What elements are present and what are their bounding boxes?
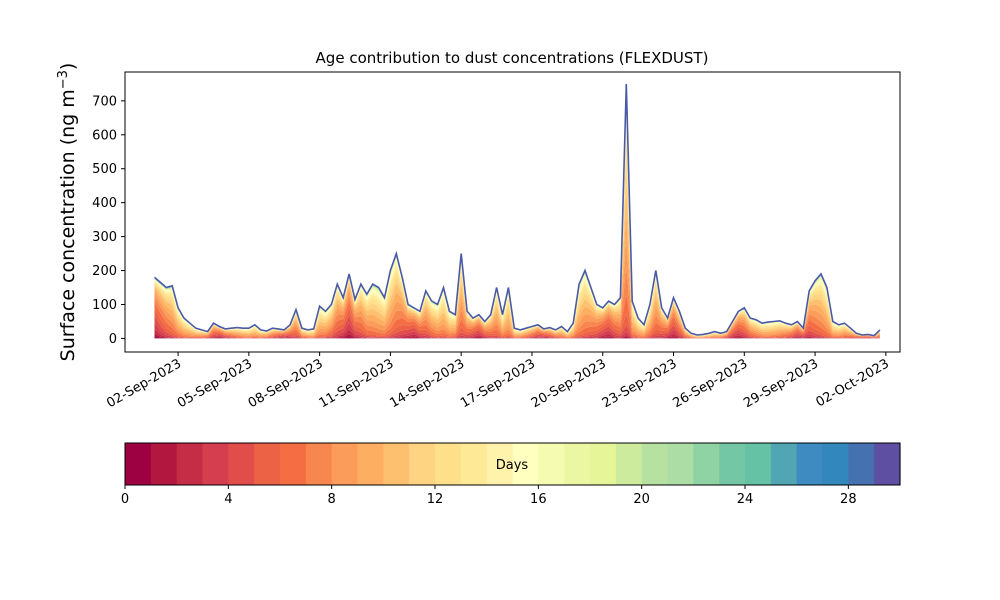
colorbar-swatch [745, 443, 772, 485]
age-band-area [154, 84, 880, 336]
colorbar-tick-label: 16 [530, 492, 547, 507]
age-band-area [154, 184, 880, 337]
x-tick-label: 05-Sep-2023 [175, 356, 255, 411]
y-tick-label: 300 [92, 230, 117, 245]
age-band-area [154, 89, 880, 336]
colorbar-swatch [615, 443, 643, 485]
colorbar-swatch [667, 443, 694, 485]
y-tick-label: 700 [92, 94, 117, 109]
x-tick-label: 29-Sep-2023 [741, 356, 821, 411]
age-band-area [154, 333, 880, 339]
x-tick-label: 08-Sep-2023 [246, 356, 326, 411]
colorbar-swatch [305, 443, 333, 485]
y-tick-label: 100 [92, 298, 117, 313]
colorbar-tick-label: 28 [840, 492, 857, 507]
age-band-area [154, 142, 880, 337]
age-band-area [154, 97, 880, 336]
colorbar-swatch [202, 443, 229, 485]
age-band-area [154, 95, 880, 336]
age-band-area [154, 293, 880, 339]
age-band-area [154, 238, 880, 338]
colorbar-tick-label: 12 [427, 492, 444, 507]
x-tick-label: 20-Sep-2023 [529, 356, 609, 411]
age-band-area [154, 210, 880, 338]
y-tick-label: 0 [109, 332, 117, 347]
colorbar-swatch [228, 443, 255, 485]
colorbar-swatch [254, 443, 281, 485]
colorbar-swatch [486, 443, 514, 485]
age-band-area [154, 85, 880, 336]
colorbar-tick-label: 4 [224, 492, 232, 507]
colorbar-tick-label: 24 [737, 492, 754, 507]
colorbar-label: Days [496, 458, 529, 473]
x-tick-label: 17-Sep-2023 [458, 356, 538, 411]
age-band-area [154, 328, 880, 339]
age-band-area [154, 115, 880, 336]
age-band-area [154, 127, 880, 337]
x-axis-ticks: 02-Sep-202305-Sep-202308-Sep-202311-Sep-… [104, 352, 892, 411]
plot-frame [124, 71, 901, 353]
colorbar-swatch [641, 443, 669, 485]
colorbar-swatch [590, 443, 617, 485]
age-band-area [154, 336, 880, 339]
age-band-area [154, 90, 880, 336]
colorbar-swatch [125, 443, 152, 485]
colorbar-swatch [357, 443, 384, 485]
colorbar-swatch [435, 443, 462, 485]
colorbar-swatch [512, 443, 539, 485]
x-tick-label: 26-Sep-2023 [670, 356, 750, 411]
colorbar-frame [124, 442, 901, 486]
age-band-area [154, 83, 880, 336]
age-band-area [154, 308, 880, 339]
x-tick-label: 02-Oct-2023 [813, 356, 891, 410]
colorbar-swatch [409, 443, 436, 485]
age-band-area [154, 89, 880, 336]
colorbar-swatch [693, 443, 720, 485]
y-tick-label: 600 [92, 128, 117, 143]
age-band-area [154, 101, 880, 336]
x-tick-label: 23-Sep-2023 [600, 356, 680, 411]
colorbar-swatch [874, 443, 901, 485]
y-axis-label: Surface concentration (ng m−3) [56, 63, 79, 362]
colorbar-swatch [538, 443, 565, 485]
x-tick-label: 14-Sep-2023 [387, 356, 467, 411]
age-band-area [154, 86, 880, 336]
colorbar-tick-label: 20 [633, 492, 650, 507]
colorbar-swatch [176, 443, 204, 485]
x-tick-label: 11-Sep-2023 [317, 356, 397, 411]
colorbar-swatch [564, 443, 591, 485]
colorbar-swatch [150, 443, 178, 485]
colorbar [125, 443, 901, 485]
age-band-area [154, 161, 880, 337]
colorbar-tick-label: 8 [328, 492, 336, 507]
chart-title: Age contribution to dust concentrations … [316, 49, 709, 67]
colorbar-tick-label: 0 [121, 492, 129, 507]
age-band-area [154, 107, 880, 336]
y-axis-ticks: 0 100 200 300 400 500 600 700 [92, 94, 125, 347]
colorbar-swatch [280, 443, 307, 485]
age-band-area [154, 88, 880, 336]
age-stacked-areas [153, 83, 881, 339]
y-tick-label: 200 [92, 264, 117, 279]
colorbar-swatch [383, 443, 410, 485]
age-band-area [154, 87, 880, 336]
colorbar-swatch [460, 443, 488, 485]
x-tick-label: 02-Sep-2023 [104, 356, 184, 411]
colorbar-swatch [848, 443, 875, 485]
colorbar-swatch [719, 443, 746, 485]
age-band-area [154, 92, 880, 336]
colorbar-swatch [331, 443, 359, 485]
colorbar-swatch [770, 443, 798, 485]
total-concentration-line [153, 83, 881, 337]
colorbar-swatch [796, 443, 824, 485]
age-band-area [154, 267, 880, 338]
age-band-area [154, 315, 880, 339]
colorbar-ticks: 0 4 8 12 16 20 24 28 [121, 485, 857, 507]
age-band-area [154, 93, 880, 336]
y-tick-label: 500 [92, 162, 117, 177]
colorbar-swatch [822, 443, 849, 485]
y-tick-label: 400 [92, 196, 117, 211]
